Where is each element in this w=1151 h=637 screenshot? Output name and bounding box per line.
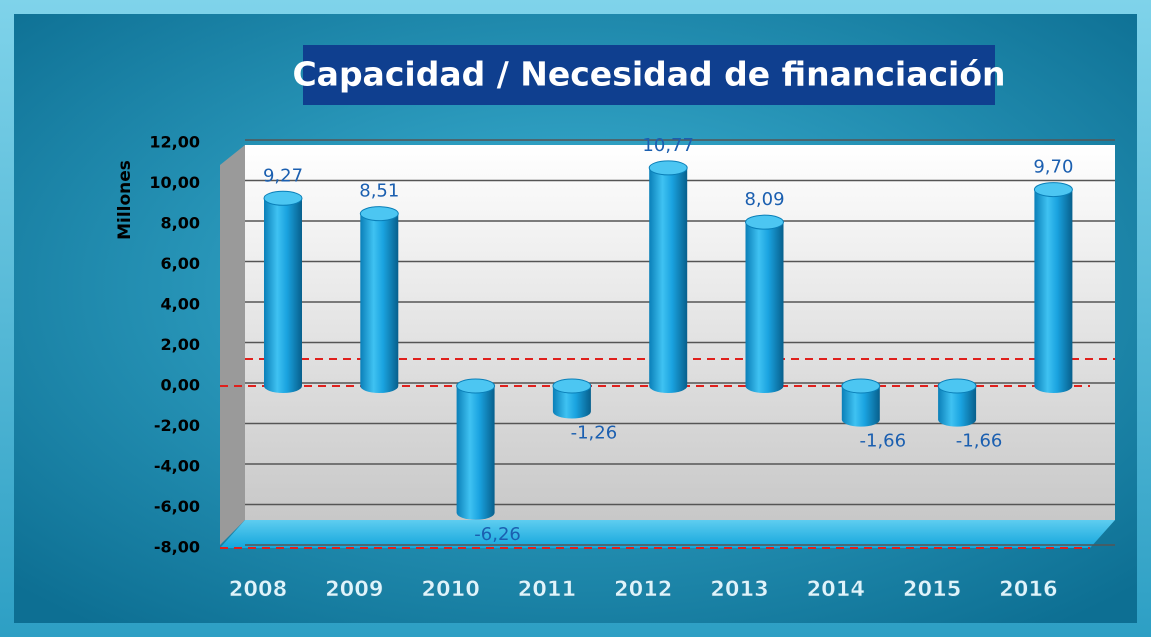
- x-tick-label: 2008: [229, 577, 287, 601]
- value-label: -1,26: [571, 423, 618, 444]
- bar: [264, 198, 302, 393]
- y-tick-label: -8,00: [154, 538, 200, 557]
- value-label: -1,66: [956, 431, 1003, 452]
- y-tick-label: 4,00: [161, 295, 200, 314]
- bar: [360, 213, 399, 394]
- x-tick-label: 2015: [903, 577, 961, 601]
- value-label: -6,26: [474, 524, 521, 545]
- value-label: 8,51: [359, 181, 399, 202]
- x-tick-label: 2011: [518, 577, 576, 601]
- bar-cap: [359, 206, 399, 222]
- bar-cap: [263, 190, 303, 206]
- bar-cap: [841, 378, 881, 394]
- x-tick-label: 2010: [421, 577, 479, 601]
- title-box: [303, 45, 995, 105]
- bar-cap: [1033, 182, 1073, 198]
- y-tick-label: -6,00: [154, 497, 200, 516]
- x-tick-label: 2012: [614, 577, 672, 601]
- bar: [649, 167, 688, 394]
- x-tick-label: 2009: [325, 577, 383, 601]
- bar: [745, 222, 784, 394]
- value-label: 8,09: [744, 189, 784, 210]
- bar-cap: [552, 378, 592, 394]
- side-wall: [220, 145, 245, 545]
- value-label: 9,70: [1033, 157, 1073, 178]
- bar: [456, 386, 495, 520]
- bar: [552, 386, 591, 419]
- y-tick-label: -4,00: [154, 457, 200, 476]
- x-tick-label: 2013: [710, 577, 768, 601]
- bar-cap: [745, 214, 784, 230]
- y-tick-label: -2,00: [154, 416, 200, 435]
- value-label: -1,66: [860, 431, 907, 452]
- x-tick-label: 2016: [999, 577, 1057, 601]
- chart-title: Capacidad / Necesidad de financiación: [292, 55, 1005, 94]
- y-tick-label: 6,00: [161, 254, 200, 273]
- y-tick-label: 2,00: [161, 335, 200, 354]
- y-tick-label: 10,00: [149, 173, 200, 192]
- bar: [938, 386, 977, 427]
- value-label: 9,27: [263, 165, 303, 186]
- bar-cap: [456, 378, 496, 394]
- bar: [841, 386, 880, 427]
- y-tick-label: 12,00: [149, 133, 200, 152]
- bar-cap: [937, 378, 977, 394]
- y-axis-label: Millones: [115, 160, 135, 240]
- bar: [1034, 189, 1073, 394]
- x-tick-label: 2014: [807, 577, 865, 601]
- y-tick-label: 0,00: [161, 376, 200, 395]
- floor: [220, 520, 1115, 548]
- bar-cap: [648, 160, 688, 176]
- y-tick-label: 8,00: [161, 214, 200, 233]
- value-label: 10,77: [642, 135, 694, 156]
